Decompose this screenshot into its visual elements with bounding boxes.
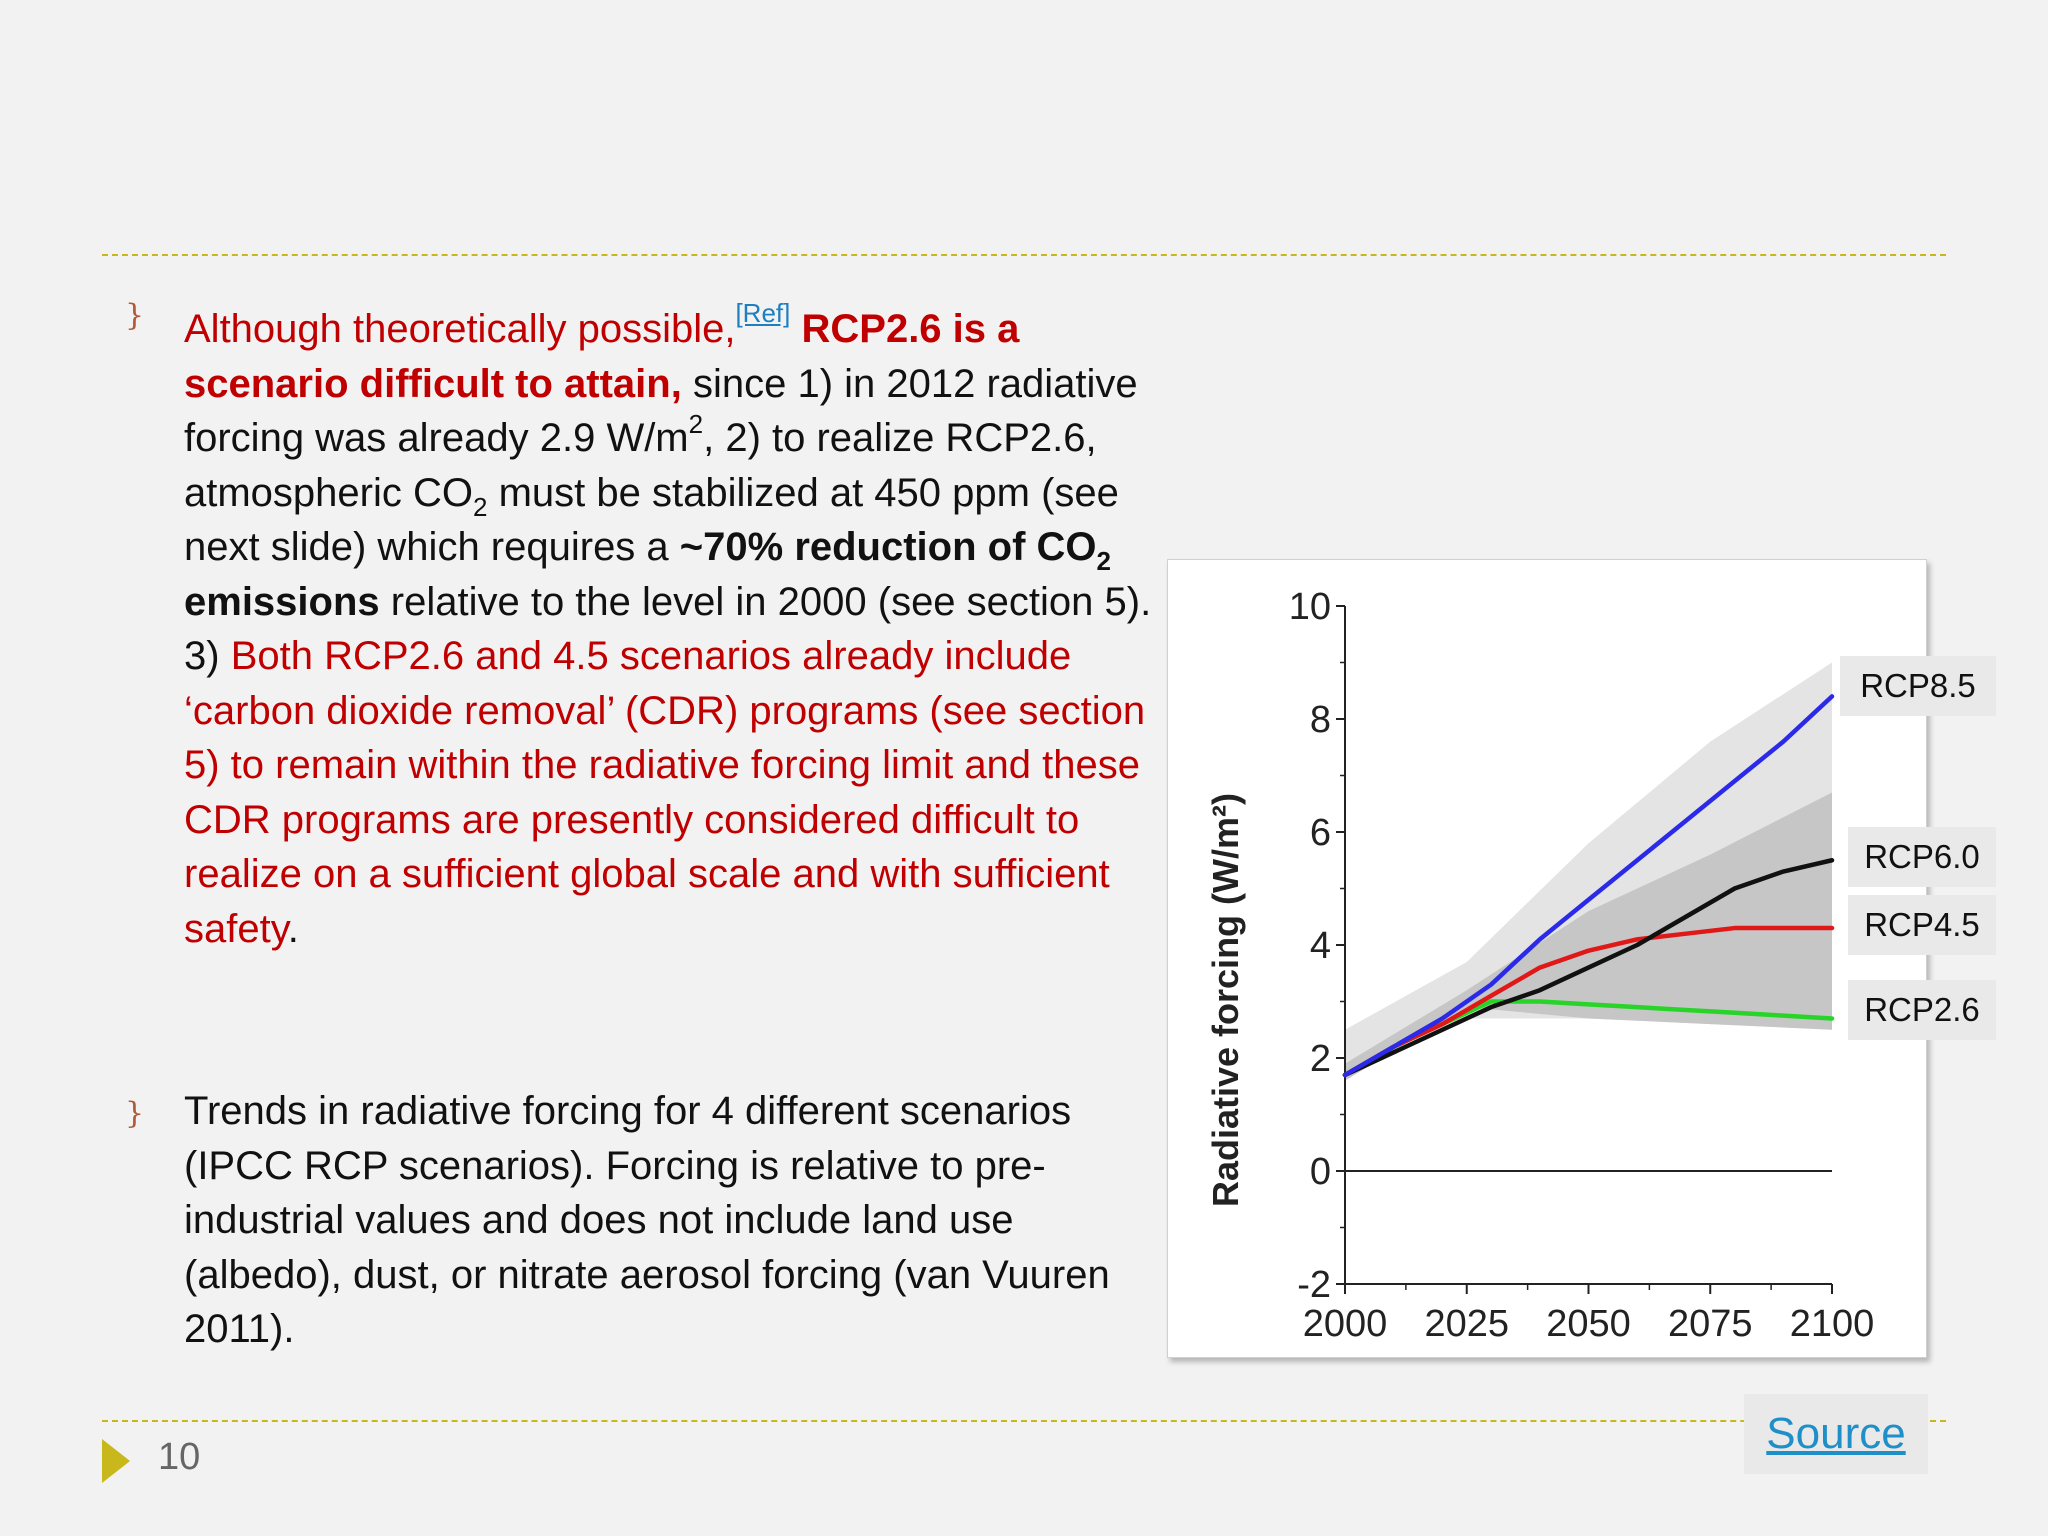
top-divider	[102, 254, 1946, 256]
label-rcp6-0: RCP6.0	[1848, 827, 1996, 887]
source-link-box: Source	[1744, 1394, 1928, 1474]
uncertainty-band-2	[1345, 792, 1832, 1081]
bullet-2-glyph: }	[125, 1096, 145, 1131]
ref-link[interactable]: [Ref]	[735, 298, 791, 328]
y-tick-label: 10	[1289, 586, 1331, 628]
radiative-forcing-chart: -2 0 2 4 6 8 10 2000 2025 2050 2075 2100 Radiative …	[1205, 586, 1875, 1345]
series-line-rcp8-5	[1342, 694, 1835, 1078]
x-tick-label: 2100	[1790, 1303, 1875, 1345]
bullet-1-text: Although theoretically possible,[Ref] RC…	[184, 298, 1152, 951]
page-number: 10	[158, 1436, 201, 1478]
series-line-rcp4-5	[1342, 925, 1835, 1078]
x-tick-label: 2000	[1303, 1303, 1388, 1345]
y-tick-label: -2	[1297, 1264, 1331, 1306]
bottom-divider	[102, 1420, 1946, 1422]
bullet-2-text: Trends in radiative forcing for 4 differ…	[184, 1089, 1110, 1351]
x-tick-label: 2075	[1668, 1303, 1753, 1345]
series-line-rcp6-0	[1342, 858, 1835, 1078]
y-axis-label: Radiative forcing (W/m²)	[1205, 793, 1246, 1207]
page-marker-icon	[102, 1439, 130, 1483]
y-tick-label: 8	[1310, 699, 1331, 741]
source-link[interactable]: Source	[1766, 1409, 1906, 1458]
label-rcp4-5: RCP4.5	[1848, 895, 1996, 955]
chart-frame: -2 0 2 4 6 8 10 2000 2025 2050 2075 2100 Radiative …	[1167, 559, 1927, 1358]
x-tick-label: 2025	[1424, 1303, 1509, 1345]
bullet-1-glyph: }	[125, 298, 145, 333]
y-tick-label: 4	[1310, 925, 1331, 967]
y-tick-label: 2	[1310, 1038, 1331, 1080]
label-rcp2-6: RCP2.6	[1848, 980, 1996, 1040]
y-tick-label: 6	[1310, 812, 1331, 854]
x-tick-label: 2050	[1546, 1303, 1631, 1345]
y-tick-label: 0	[1310, 1151, 1331, 1193]
label-rcp8-5: RCP8.5	[1840, 656, 1996, 716]
